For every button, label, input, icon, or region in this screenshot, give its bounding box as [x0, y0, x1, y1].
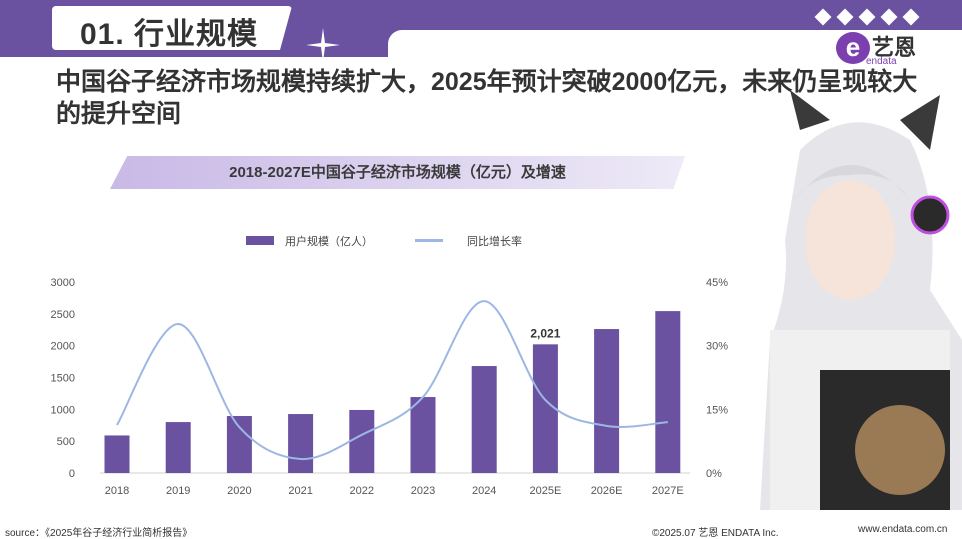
- y-left-tick: 1500: [51, 373, 75, 385]
- endata-logo: e 艺恩 endata: [836, 30, 936, 70]
- y-left-tick: 500: [57, 436, 75, 448]
- logo-en: endata: [866, 56, 897, 67]
- data-label-2025E: 2,021: [530, 326, 560, 340]
- legend-bar-label: 用户规模（亿人）: [285, 236, 373, 248]
- y-left-tick: 1000: [51, 404, 75, 416]
- x-tick-2019: 2019: [166, 485, 190, 497]
- footer-copyright: ©2025.07 艺恩 ENDATA Inc.: [652, 528, 779, 539]
- bar-2022: [349, 409, 375, 473]
- x-tick-2021: 2021: [288, 485, 312, 497]
- footer-website[interactable]: www.endata.com.cn: [858, 524, 948, 535]
- y-left-tick: 0: [69, 468, 75, 480]
- x-tick-2022: 2022: [350, 485, 374, 497]
- bar-2020: [226, 416, 252, 473]
- footer-source: source：《2025年谷子经济行业简析报告》: [5, 528, 193, 539]
- bar-2019: [165, 422, 191, 473]
- logo-mark: e: [836, 32, 870, 64]
- x-tick-2025E: 2025E: [529, 485, 561, 497]
- legend-bar-swatch: [246, 236, 274, 245]
- headline: 中国谷子经济市场规模持续扩大，2025年预计突破2000亿元，未来仍呈现较大的提…: [56, 68, 918, 128]
- bar-2021: [288, 414, 314, 473]
- y-right-tick: 15%: [706, 404, 728, 416]
- y-right-tick: 45%: [706, 277, 728, 289]
- chart-title-banner: [110, 156, 685, 189]
- logo-cn: 艺恩: [872, 35, 917, 60]
- bar-2023: [410, 397, 436, 473]
- x-tick-2023: 2023: [411, 485, 435, 497]
- sparkle-icon: [306, 28, 340, 62]
- growth-rate-line: [116, 300, 668, 460]
- y-left-tick: 3000: [51, 277, 75, 289]
- x-tick-2018: 2018: [105, 485, 129, 497]
- y-left-tick: 2500: [51, 309, 75, 321]
- anime-girl-illustration: [760, 90, 962, 510]
- legend-line-swatch: [415, 239, 443, 242]
- x-tick-2020: 2020: [227, 485, 251, 497]
- x-tick-2026E: 2026E: [591, 485, 623, 497]
- y-right-tick: 0%: [706, 468, 722, 480]
- bar-2026E: [594, 329, 620, 473]
- legend-line-label: 同比增长率: [467, 236, 522, 248]
- x-tick-2027E: 2027E: [652, 485, 684, 497]
- y-right-tick: 30%: [706, 341, 728, 353]
- bar-2018: [104, 435, 130, 473]
- x-tick-2024: 2024: [472, 485, 496, 497]
- section-tab: [52, 6, 292, 50]
- section-title: 01. 行业规模: [80, 18, 259, 51]
- y-left-tick: 2000: [51, 341, 75, 353]
- bar-2027E: [655, 311, 681, 473]
- bar-2024: [471, 366, 497, 473]
- chart-title: 2018-2027E中国谷子经济市场规模（亿元）及增速: [229, 164, 566, 181]
